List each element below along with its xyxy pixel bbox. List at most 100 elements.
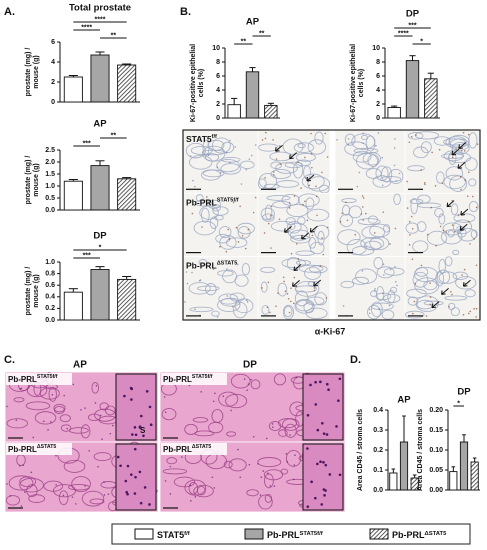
- nucleus: [225, 151, 228, 154]
- tissue: [423, 300, 444, 306]
- significance-label: **: [111, 132, 117, 139]
- tissue: [264, 204, 273, 220]
- nucleus: [275, 158, 278, 160]
- legend-label: Pb-PRLSTAT5f/f: [267, 530, 323, 540]
- nucleus: [284, 290, 287, 292]
- nucleus: [461, 274, 463, 276]
- tissue: [351, 276, 369, 285]
- nucleus: [361, 195, 364, 197]
- tissue: [443, 150, 464, 162]
- nucleus: [448, 305, 450, 308]
- nucleus: [394, 266, 396, 268]
- nucleus: [282, 276, 285, 279]
- tissue: [360, 134, 368, 140]
- nucleus: [311, 166, 313, 169]
- nucleus: [310, 480, 313, 484]
- nucleus: [469, 310, 472, 313]
- nucleus: [133, 426, 137, 429]
- nucleus: [246, 301, 249, 303]
- nucleus: [94, 402, 97, 404]
- tissue: [68, 483, 90, 491]
- nucleus: [229, 139, 231, 142]
- tissue: [340, 280, 355, 289]
- nucleus: [250, 154, 253, 157]
- tissue: [13, 397, 25, 403]
- nucleus: [326, 382, 329, 386]
- nucleus: [429, 296, 432, 298]
- arrow: [292, 279, 300, 287]
- nucleus: [462, 131, 465, 134]
- nucleus: [323, 494, 326, 497]
- tissue: [193, 484, 214, 498]
- nucleus: [192, 179, 194, 182]
- nucleus: [193, 185, 196, 188]
- chart-title: DP: [457, 387, 471, 398]
- tissue: [166, 457, 177, 465]
- nucleus: [164, 411, 167, 414]
- nucleus: [278, 218, 281, 221]
- nucleus: [71, 496, 74, 498]
- bar: [90, 269, 110, 321]
- nucleus: [134, 433, 138, 437]
- nucleus: [310, 152, 313, 155]
- row-label-sup: f/f: [212, 134, 217, 140]
- tissue: [63, 459, 86, 473]
- tissue: [241, 263, 250, 276]
- nucleus: [338, 377, 342, 381]
- tissue: [91, 382, 100, 394]
- tissue: [450, 307, 460, 317]
- tissue: [81, 490, 105, 507]
- significance-label: ***: [83, 140, 91, 147]
- nucleus: [254, 196, 257, 199]
- nucleus: [247, 228, 250, 231]
- nucleus: [313, 289, 316, 292]
- nucleus: [277, 292, 279, 294]
- tissue: [217, 270, 234, 277]
- nucleus: [410, 135, 413, 138]
- tissue: [184, 479, 207, 496]
- nucleus: [125, 490, 129, 494]
- legend-label-base: Pb-PRL: [267, 530, 300, 540]
- tissue: [444, 256, 453, 267]
- nucleus: [290, 287, 292, 290]
- tissue: [202, 169, 225, 178]
- bar: [389, 472, 398, 491]
- nucleus: [169, 465, 172, 468]
- nucleus: [315, 195, 318, 198]
- nucleus: [460, 188, 462, 191]
- tissue: [59, 414, 71, 423]
- tissue: [405, 222, 419, 234]
- nucleus: [429, 303, 432, 306]
- tissue: [246, 489, 259, 497]
- nucleus: [216, 166, 219, 168]
- tissue: [214, 214, 224, 221]
- tissue: [273, 373, 287, 386]
- nucleus: [445, 231, 448, 233]
- tissue: [19, 477, 44, 493]
- nucleus: [431, 151, 433, 154]
- nucleus: [306, 505, 310, 508]
- tissue: [443, 174, 466, 190]
- nucleus: [326, 226, 329, 229]
- nucleus: [311, 234, 314, 237]
- tissue: [220, 163, 241, 175]
- tissue: [304, 266, 322, 280]
- y-tick-label: 0: [376, 115, 380, 122]
- y-tick-label: 0.0: [373, 487, 383, 494]
- nucleus: [313, 287, 316, 289]
- tissue: [449, 175, 468, 192]
- nucleus: [32, 436, 35, 439]
- significance-label: *: [457, 400, 460, 407]
- tissue: [412, 271, 429, 288]
- tissue: [309, 241, 325, 255]
- tissue: [194, 199, 212, 207]
- nucleus: [324, 463, 328, 467]
- nucleus: [270, 205, 273, 208]
- nucleus: [297, 257, 300, 260]
- legend-swatch: [244, 528, 264, 540]
- tissue: [361, 225, 385, 240]
- y-axis-label: Ki-67-positive epithelialcells (%): [350, 44, 365, 122]
- nucleus: [194, 308, 196, 310]
- y-tick-label: 0.10: [429, 447, 443, 454]
- tissue: [189, 306, 214, 313]
